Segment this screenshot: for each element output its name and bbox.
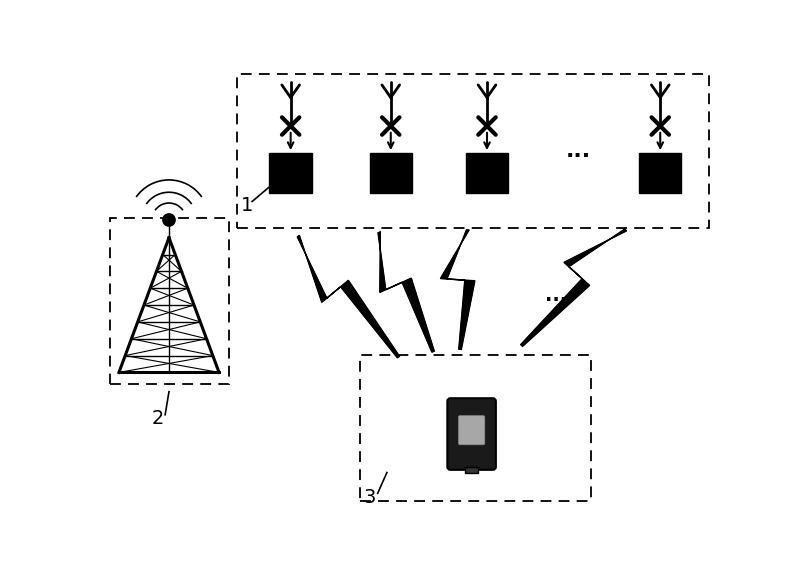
Polygon shape xyxy=(521,229,626,347)
Bar xyxy=(370,153,412,193)
Bar xyxy=(270,153,312,193)
FancyBboxPatch shape xyxy=(458,415,485,445)
FancyBboxPatch shape xyxy=(447,398,496,470)
Bar xyxy=(360,354,591,501)
Text: ...: ... xyxy=(566,141,590,160)
Polygon shape xyxy=(378,232,434,352)
Bar xyxy=(639,153,682,193)
Bar xyxy=(466,467,478,473)
Bar xyxy=(237,73,709,228)
Bar xyxy=(110,218,229,384)
Bar xyxy=(466,153,508,193)
Text: 3: 3 xyxy=(364,488,376,508)
Text: 2: 2 xyxy=(151,409,164,428)
Polygon shape xyxy=(298,236,399,358)
Text: 1: 1 xyxy=(241,196,253,215)
Circle shape xyxy=(163,214,175,226)
Text: ...: ... xyxy=(546,286,567,305)
Polygon shape xyxy=(441,230,475,349)
